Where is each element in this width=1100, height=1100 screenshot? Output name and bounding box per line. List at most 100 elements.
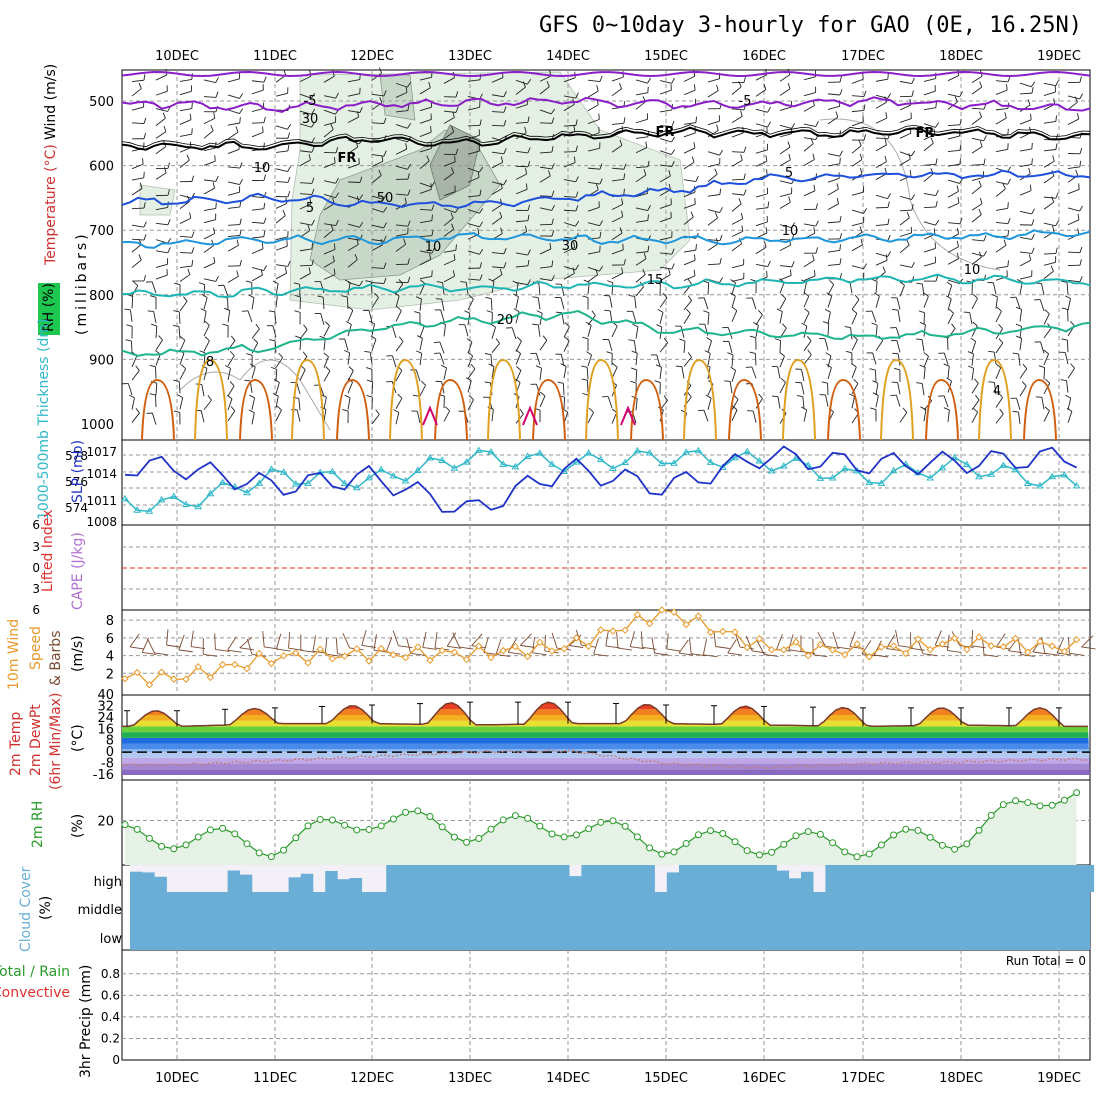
wind-barb [563,366,567,379]
rh2m-marker [633,833,641,841]
wind-barb-flag [191,231,195,238]
wind-barb [347,93,360,97]
wind-barb-flag [575,92,579,99]
wind-barb [443,275,455,283]
wind-barb [251,328,260,339]
rh2m-marker [304,822,312,830]
chart-title: GFS 0~10day 3-hourly for GAO (0E, 16.25N… [539,13,1082,38]
wind10-barb [141,637,150,653]
wind-barb-flag [719,188,722,195]
wind-barb [155,325,158,339]
cloud-high-bar [422,865,436,892]
wind-barb [609,295,613,308]
rh2m-marker [804,828,812,836]
wind10-barb-flag [129,646,145,650]
rh2m-marker [719,830,727,838]
wind-barb [995,265,1008,269]
wind-barb [155,207,168,211]
wind-barb [419,160,430,170]
wind-barb [611,122,624,125]
temp-band [122,702,1090,704]
wind-barb-flag [1007,229,1010,237]
wind-barb [131,188,143,196]
wind-barb [155,354,161,366]
wind10-barb [178,634,185,651]
wind10-barb-flag [227,649,242,653]
wind-barb [179,339,186,352]
wind-barb [731,243,742,252]
wind-barb [851,78,864,84]
wind-barb [779,201,791,209]
wind-barb [560,354,565,367]
wind-barb [443,324,446,337]
wind-barb [899,195,912,200]
wind-barb-flag [186,154,190,161]
wind-barb-flag [174,282,181,286]
wind-barb-flag [239,162,243,169]
wind-barb-flag [485,296,492,299]
wind-barb-flag [766,271,768,278]
wind-barb [947,409,950,422]
wind-barb [347,310,354,322]
wind-barb [995,221,1008,225]
wind-barb-flag [359,176,363,183]
wind-barb-flag [630,380,637,384]
wind-barb [683,313,691,324]
wind10-marker [536,638,544,647]
wind-barb-flag [743,146,747,153]
wind10-barb [666,633,669,650]
thickness-marker [169,492,178,499]
wind-barb [299,369,306,381]
rh2m-marker [743,847,751,855]
wind-barb-flag [619,139,623,146]
wind-barb [659,164,672,168]
wind-barb-flag [779,352,785,357]
wind-barb [971,203,983,211]
wind-barb-flag [542,335,548,341]
wind-barb [127,383,133,396]
wind-barb-flag [261,242,264,249]
rh2m-marker [877,841,885,849]
wind-barb [275,180,288,183]
wind-barb-flag [918,310,925,314]
wind-barb-flag [887,201,890,208]
wind-barb [227,368,231,381]
wind-barb-flag [874,292,880,297]
wind-barb-flag [181,364,186,370]
wind-barb [611,412,618,424]
wind-barb-flag [500,182,503,189]
wind-barb [803,123,816,127]
wind-barb [419,131,432,137]
wind-barb [395,295,400,308]
wind10-barb [373,634,377,651]
wind-barb [299,93,312,99]
wind-barb-flag [415,296,422,300]
wind-barb [1043,313,1050,325]
wind-barb-flag [1031,87,1034,94]
wind-barb [755,221,768,227]
wind-barb [467,177,480,183]
wind-barb [875,325,878,338]
thickness-marker [694,446,703,454]
thickness-marker [194,502,203,510]
wind-barb-flag [354,254,358,260]
wind-barb-flag [500,156,504,163]
wind-barb-flag [796,395,803,398]
wind-barb [731,354,734,367]
wind10-marker [877,643,886,651]
thickness-marker [755,457,764,464]
wind-barb [203,368,208,381]
wind-barb-flag [919,321,926,326]
wind-barb-flag [465,377,472,382]
wind-barb-flag [776,308,783,313]
cloud-level-high: high [94,875,122,890]
wind-barb [1043,327,1052,339]
wind-barb-flag [1007,128,1009,135]
wind-barb [921,283,925,296]
wind-barb-flag [599,231,602,238]
temp-contour-fr-double [121,124,1091,148]
wind-barb [155,263,168,268]
wind-barb [491,124,505,127]
wind-barb-flag [839,233,843,240]
wind-barb-flag [575,145,578,152]
